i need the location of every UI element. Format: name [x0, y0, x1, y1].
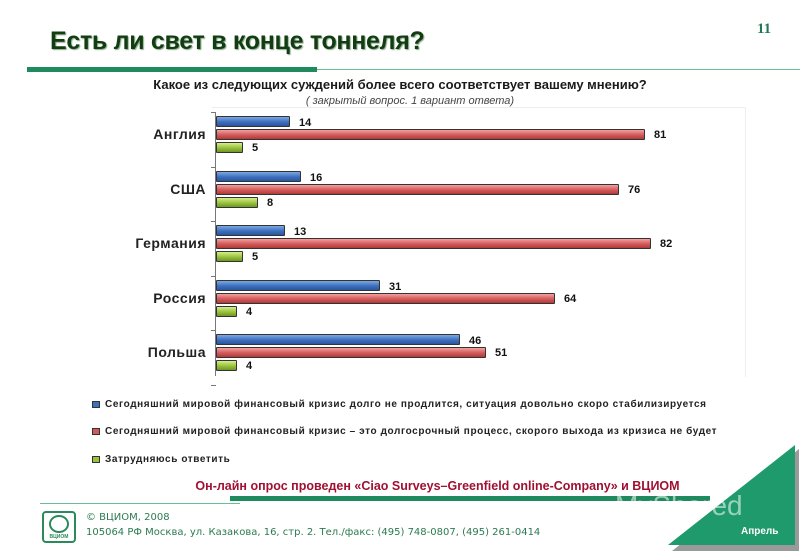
bar-value-label: 4	[246, 360, 253, 372]
axis-tick	[211, 330, 216, 331]
logo-text: ВЦИОМ	[49, 534, 69, 540]
bar-blue	[216, 334, 460, 345]
chart-frame	[212, 107, 746, 377]
logo-emblem	[49, 515, 69, 533]
chart-y-axis	[215, 113, 216, 376]
bar-value-label: 64	[564, 292, 577, 305]
legend-label: Сегодняшний мировой финансовый кризис до…	[105, 399, 707, 410]
page-number: 11	[757, 21, 772, 37]
legend-label: Сегодняшний мировой финансовый кризис – …	[105, 426, 718, 437]
bar-blue	[216, 225, 285, 236]
month-label: Апрель	[741, 526, 779, 537]
legend-item: Сегодняшний мировой финансовый кризис – …	[92, 426, 773, 437]
category-label: Германия	[135, 235, 206, 251]
survey-note: Он-лайн опрос проведен «Ciao Surveys–Gre…	[195, 479, 680, 493]
legend-label: Затрудняюсь ответить	[105, 454, 231, 465]
bar-value-label: 16	[310, 171, 323, 184]
axis-tick	[211, 112, 216, 113]
bar-blue	[216, 116, 290, 127]
bar-red	[216, 347, 486, 358]
bar-red	[216, 238, 651, 249]
bar-value-label: 76	[628, 183, 641, 196]
copyright: © ВЦИОМ, 2008	[86, 512, 170, 523]
bar-green	[216, 196, 258, 208]
axis-tick	[211, 221, 216, 222]
legend-swatch-icon	[92, 428, 100, 435]
watermark: MyShared	[615, 490, 743, 521]
category-label: США	[170, 180, 206, 197]
category-label: Польша	[147, 344, 206, 360]
bar-blue	[216, 170, 301, 182]
bar-value-label: 46	[469, 335, 482, 347]
bar-blue	[216, 279, 380, 291]
bar-green	[216, 360, 237, 371]
bar-value-label: 31	[389, 280, 402, 293]
corner-triangle	[668, 445, 795, 545]
slide-title: Есть ли свет в конце тоннеля?	[50, 27, 425, 55]
chart-question: Какое из следующих суждений более всего …	[153, 77, 647, 92]
bar-green	[216, 305, 237, 317]
chart-question-note: ( закрытый вопрос. 1 вариант ответа)	[305, 95, 515, 107]
bar-red	[216, 129, 645, 140]
bar-green	[216, 142, 243, 153]
category-label: Россия	[153, 289, 206, 306]
bar-green	[216, 251, 243, 262]
header-rule-thick	[27, 67, 317, 72]
bar-red	[216, 292, 555, 304]
bar-value-label: 13	[294, 226, 307, 238]
footer-rule-thin	[40, 503, 240, 504]
bar-value-label: 82	[660, 238, 673, 250]
vciom-logo-icon: ВЦИОМ	[42, 511, 76, 543]
bar-value-label: 5	[252, 251, 259, 263]
axis-tick	[211, 166, 216, 168]
axis-tick	[211, 384, 216, 386]
bar-value-label: 4	[246, 305, 253, 318]
header-rule-thin	[317, 69, 800, 70]
legend-swatch-icon	[92, 401, 100, 408]
bar-red	[216, 183, 619, 195]
category-label: Англия	[153, 126, 206, 142]
bar-value-label: 8	[267, 196, 274, 209]
bar-value-label: 14	[299, 117, 312, 129]
axis-tick	[211, 275, 216, 277]
footer-rule-thick	[230, 496, 710, 501]
legend-item: Затрудняюсь ответить	[92, 454, 773, 465]
bar-value-label: 5	[252, 142, 259, 154]
bar-value-label: 51	[495, 347, 508, 359]
bar-value-label: 81	[654, 129, 667, 141]
legend-swatch-icon	[92, 456, 100, 463]
legend-item: Сегодняшний мировой финансовый кризис до…	[92, 399, 773, 410]
address: 105064 РФ Москва, ул. Казакова, 16, стр.…	[86, 527, 541, 538]
